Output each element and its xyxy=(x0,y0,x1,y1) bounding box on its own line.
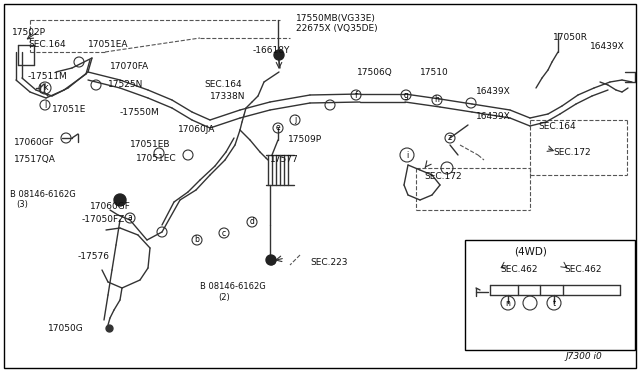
Text: 17060GF: 17060GF xyxy=(90,202,131,211)
Text: 17051EC: 17051EC xyxy=(136,154,177,163)
Text: d: d xyxy=(250,218,255,227)
Text: J7300 i0: J7300 i0 xyxy=(565,352,602,361)
Text: 17051EA: 17051EA xyxy=(88,40,129,49)
Text: 16439X: 16439X xyxy=(476,87,511,96)
Circle shape xyxy=(266,255,276,265)
Text: 17506Q: 17506Q xyxy=(357,68,393,77)
Text: 17051EB: 17051EB xyxy=(130,140,170,149)
Text: k: k xyxy=(43,83,47,93)
Circle shape xyxy=(274,50,284,60)
Bar xyxy=(465,240,635,350)
Text: SEC.164: SEC.164 xyxy=(28,40,66,49)
Text: SEC.462: SEC.462 xyxy=(500,265,538,274)
Text: B 08146-6162G: B 08146-6162G xyxy=(200,282,266,291)
Text: 17517QA: 17517QA xyxy=(14,155,56,164)
Text: i: i xyxy=(406,151,408,160)
Text: -17576: -17576 xyxy=(78,252,110,261)
Text: (2): (2) xyxy=(218,293,230,302)
Text: 17502P: 17502P xyxy=(12,28,46,37)
Text: j: j xyxy=(294,115,296,125)
Text: z: z xyxy=(448,134,452,142)
Text: e: e xyxy=(276,124,280,132)
Text: 17050R: 17050R xyxy=(553,33,588,42)
Text: f: f xyxy=(355,90,357,99)
Text: 17060JA: 17060JA xyxy=(178,125,216,134)
Text: SEC.172: SEC.172 xyxy=(553,148,591,157)
Text: l: l xyxy=(44,100,46,109)
Text: 17577: 17577 xyxy=(270,155,299,164)
Text: c: c xyxy=(222,228,226,237)
Text: -16618Y: -16618Y xyxy=(253,46,291,55)
Text: 22675X (VQ35DE): 22675X (VQ35DE) xyxy=(296,24,378,33)
Text: 17051E: 17051E xyxy=(52,105,86,114)
Text: 17070FA: 17070FA xyxy=(110,62,149,71)
Text: SEC.172: SEC.172 xyxy=(424,172,461,181)
Text: B 08146-6162G: B 08146-6162G xyxy=(10,190,76,199)
Text: 17509P: 17509P xyxy=(288,135,322,144)
Text: 17050G: 17050G xyxy=(48,324,84,333)
Circle shape xyxy=(114,194,126,206)
Text: -17050FZ: -17050FZ xyxy=(82,215,125,224)
Text: -17511M: -17511M xyxy=(28,72,68,81)
Text: b: b xyxy=(195,235,200,244)
Text: SEC.462: SEC.462 xyxy=(564,265,602,274)
Text: 17550MB(VG33E): 17550MB(VG33E) xyxy=(296,14,376,23)
Text: SEC.223: SEC.223 xyxy=(310,258,348,267)
Text: -17550M: -17550M xyxy=(120,108,160,117)
Text: 17525N: 17525N xyxy=(108,80,143,89)
Text: a: a xyxy=(127,214,132,222)
Text: t: t xyxy=(552,298,556,308)
Text: 17060GF: 17060GF xyxy=(14,138,55,147)
Text: g: g xyxy=(404,90,408,99)
Text: 17338N: 17338N xyxy=(210,92,246,101)
Text: 16439X: 16439X xyxy=(590,42,625,51)
Text: SEC.164: SEC.164 xyxy=(538,122,575,131)
Text: h: h xyxy=(435,96,440,105)
Text: (3): (3) xyxy=(16,200,28,209)
Text: SEC.164: SEC.164 xyxy=(204,80,242,89)
Text: 16439X: 16439X xyxy=(476,112,511,121)
Text: (4WD): (4WD) xyxy=(514,247,547,257)
Text: 17510: 17510 xyxy=(420,68,449,77)
Text: n: n xyxy=(506,298,511,308)
